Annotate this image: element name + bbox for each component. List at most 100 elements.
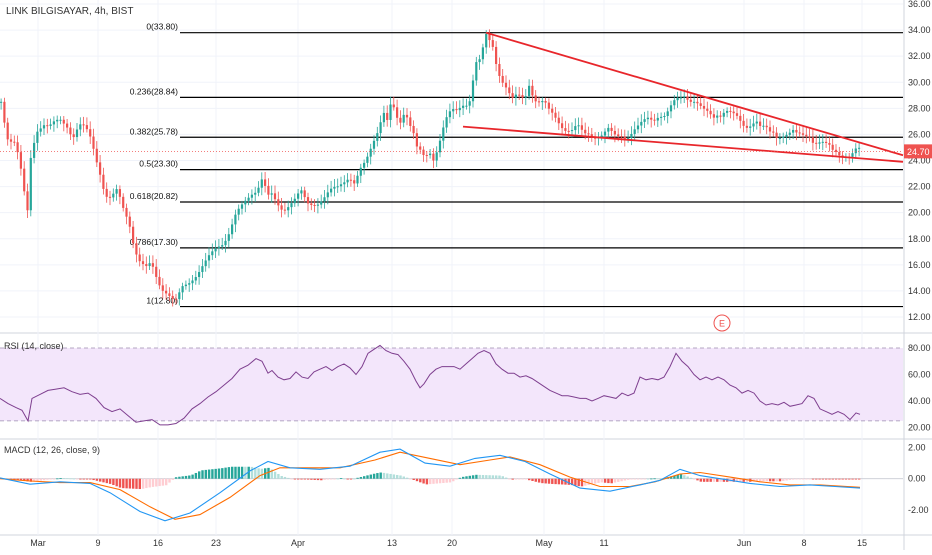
candle-body (557, 117, 560, 124)
macd-tick-label: 2.00 (908, 443, 926, 453)
candle-body (135, 243, 138, 255)
macd-histogram-bar (752, 478, 755, 482)
macd-pane[interactable] (0, 448, 903, 522)
candle-body (363, 162, 366, 168)
candle-body (567, 130, 570, 132)
macd-histogram-bar (363, 476, 366, 479)
price-tick-label: 18.00 (908, 234, 931, 244)
macd-histogram-bar (633, 478, 636, 480)
candle-body (706, 108, 709, 111)
macd-histogram-bar (475, 474, 478, 479)
chart-title: LINK BILGISAYAR, 4h, BIST (6, 6, 134, 17)
candle-body (26, 191, 29, 211)
candle-body (524, 96, 527, 98)
macd-histogram-bar (732, 478, 735, 482)
x-tick-label: 13 (387, 538, 397, 548)
macd-histogram-bar (148, 478, 151, 488)
price-pane[interactable]: 0(33.80) 0.236(28.84) 0.382(25.78) 0.5(23.3… (0, 22, 904, 332)
candle-body (491, 40, 494, 47)
macd-histogram-bar (537, 478, 541, 483)
candle-body (452, 109, 455, 112)
macd-histogram-bar (369, 474, 372, 479)
macd-histogram-bar (366, 475, 369, 479)
candle-body (409, 117, 412, 126)
candle-body (402, 114, 405, 123)
macd-histogram-bar (627, 478, 630, 480)
candle-body (326, 192, 329, 198)
earnings-marker (713, 314, 731, 332)
price-tick-label: 28.00 (908, 103, 931, 113)
macd-histogram-bar (613, 478, 617, 483)
macd-signal-line (0, 451, 861, 520)
macd-histogram-bar (610, 478, 613, 484)
candle-body (828, 143, 831, 145)
candle-body (590, 134, 593, 138)
macd-histogram-bar (26, 478, 29, 482)
fib-level-label: 0.786(17.30) (130, 237, 178, 247)
candle-body (495, 46, 498, 65)
macd-histogram-bar (650, 478, 653, 480)
macd-histogram-bar (478, 474, 481, 479)
candle-body (39, 128, 42, 132)
macd-histogram-bar (630, 478, 633, 480)
macd-histogram-bar (99, 478, 102, 482)
fib-level-label: 1(12.80) (146, 296, 178, 306)
candle-body (488, 33, 491, 41)
macd-histogram-bar (528, 478, 531, 481)
candle-body (686, 96, 689, 100)
macd-histogram-bar (356, 477, 359, 479)
candle-body (52, 121, 55, 125)
macd-histogram-bar (277, 473, 280, 479)
price-tick-label: 16.00 (908, 260, 931, 270)
candle-body (772, 131, 775, 133)
candle-body (369, 148, 372, 157)
candle-body (178, 292, 181, 300)
candle-body (821, 141, 824, 143)
candle-body (237, 208, 240, 215)
candle-body (801, 133, 805, 135)
candle-body (462, 105, 465, 108)
macd-histogram-bar (834, 478, 838, 480)
macd-histogram-bar (257, 468, 260, 479)
macd-histogram-bar (399, 475, 402, 479)
candle-body (297, 193, 300, 199)
macd-histogram-bar (267, 467, 270, 479)
macd-histogram-bar (283, 476, 287, 479)
x-tick-label: Mar (30, 538, 46, 548)
rsi-pane[interactable] (0, 344, 903, 426)
macd-histogram-bar (600, 478, 603, 483)
fib-level-label: 0(33.80) (146, 22, 178, 32)
candle-body (217, 246, 220, 249)
candle-body (72, 134, 75, 138)
candle-body (782, 136, 785, 138)
macd-histogram-bar (118, 478, 122, 488)
candle-body (640, 121, 643, 126)
candle-body (293, 198, 296, 204)
macd-histogram-bar (785, 478, 788, 481)
macd-histogram-bar (310, 478, 313, 480)
candle-body (504, 82, 508, 88)
candle-body (577, 125, 580, 127)
candle-body (36, 131, 39, 143)
candle-body (600, 135, 603, 137)
macd-histogram-bar (511, 478, 514, 480)
candle-body (267, 185, 270, 195)
candle-body (561, 123, 564, 129)
macd-histogram-bar (234, 466, 237, 479)
candle-body (617, 134, 620, 137)
candle-body (811, 137, 814, 143)
macd-histogram-bar (39, 478, 42, 481)
candle-body (214, 248, 217, 252)
candle-body (663, 116, 666, 118)
candle-body (151, 263, 154, 267)
candle-body (673, 100, 676, 106)
macd-histogram-bar (551, 478, 554, 484)
macd-histogram-bar (524, 478, 528, 480)
macd-histogram-bar (455, 478, 458, 480)
candle-body (280, 205, 283, 210)
candle-body (99, 162, 102, 175)
candle-body (587, 133, 590, 135)
macd-histogram-bar (722, 478, 726, 482)
macd-histogram-bar (372, 473, 376, 479)
